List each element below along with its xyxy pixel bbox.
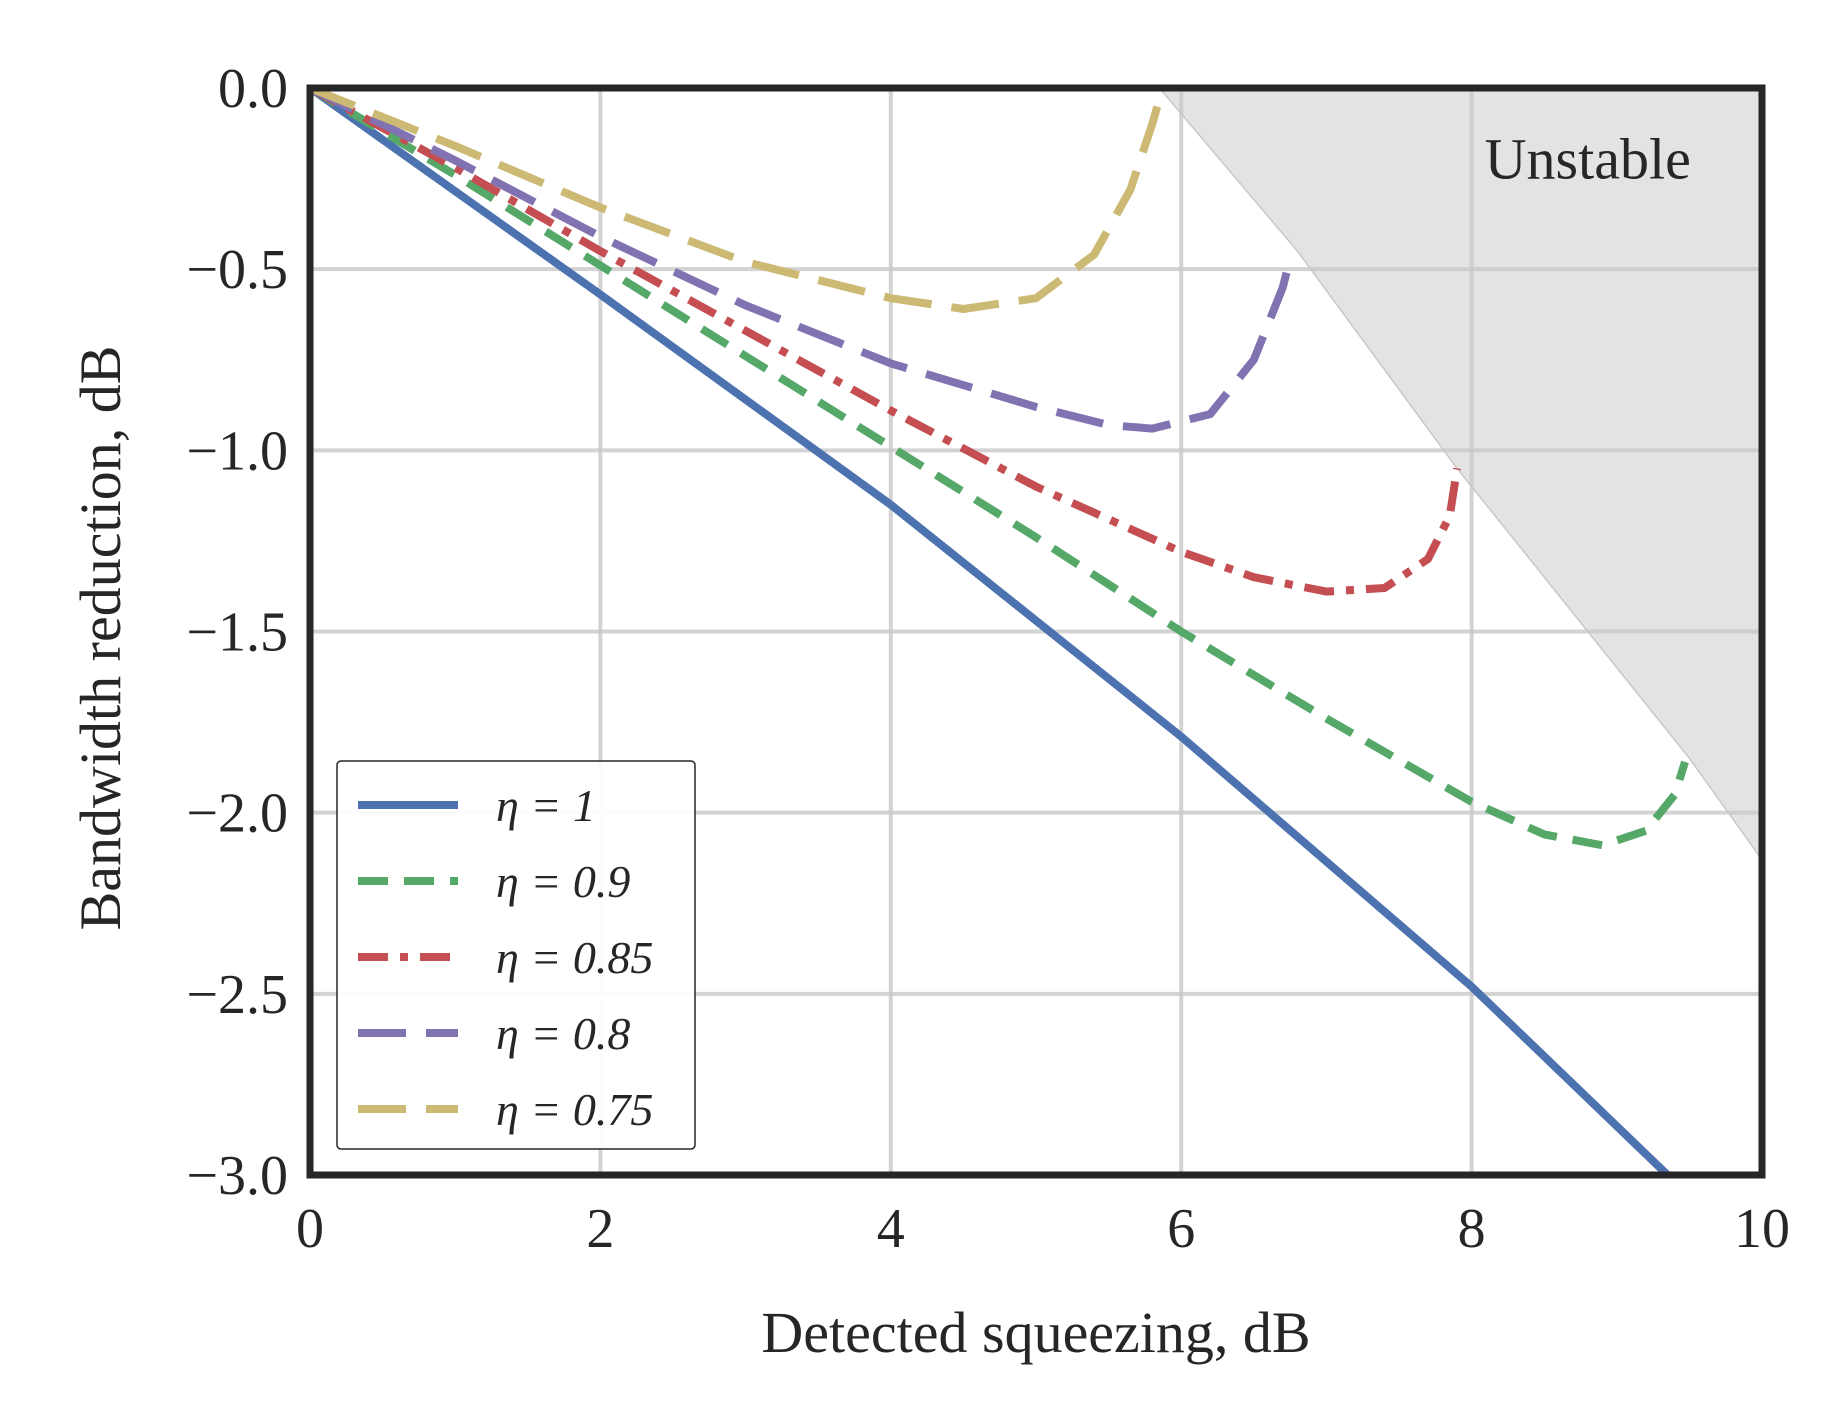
tick-labels: 0 2 4 6 8 10 0.0 −0.5 −1.0 −1.5 −2.0 −2.5 −3.0 (186, 58, 1790, 1260)
y-axis-label: Bandwidth reduction, dB (68, 346, 133, 931)
legend-label-5: η = 0.75 (496, 1084, 653, 1135)
legend-frame (336, 760, 696, 1150)
y-tick-label: −1.5 (186, 602, 288, 664)
x-tick-label: 4 (877, 1198, 905, 1260)
y-tick-label: −2.5 (186, 964, 288, 1026)
series-line-1 (310, 88, 1671, 1175)
series-line-5 (310, 88, 1164, 313)
plot-frame (306, 84, 1766, 1179)
x-tick-label: 0 (296, 1198, 324, 1260)
series-line-2 (310, 88, 1689, 850)
legend-label-2: η = 0.9 (496, 856, 630, 907)
legend-label-3: η = 0.85 (496, 932, 653, 983)
y-tick-label: −2.0 (186, 783, 288, 845)
y-tick-label: 0.0 (218, 58, 288, 120)
x-tick-label: 10 (1734, 1198, 1790, 1260)
y-tick-label: −1.0 (186, 420, 288, 482)
x-axis-label: Detected squeezing, dB (761, 1300, 1310, 1365)
unstable-region-layer (1157, 87, 1763, 863)
series-lines (310, 88, 1689, 1175)
grid (310, 88, 1762, 1175)
legend-label-1: η = 1 (496, 780, 596, 831)
series-line-4 (310, 88, 1294, 433)
series-line-3 (310, 88, 1462, 596)
x-tick-label: 2 (586, 1198, 614, 1260)
y-tick-label: −0.5 (186, 239, 288, 301)
unstable-annotation: Unstable (1485, 127, 1691, 192)
legend-label-4: η = 0.8 (496, 1008, 630, 1059)
x-tick-label: 6 (1167, 1198, 1195, 1260)
legend: η = 1 η = 0.9 η = 0.85 η = 0.8 η = 0.75 (336, 760, 696, 1150)
unstable-region (1157, 87, 1763, 863)
y-tick-label: −3.0 (186, 1145, 288, 1207)
x-tick-label: 8 (1458, 1198, 1486, 1260)
axes (306, 84, 1766, 1179)
